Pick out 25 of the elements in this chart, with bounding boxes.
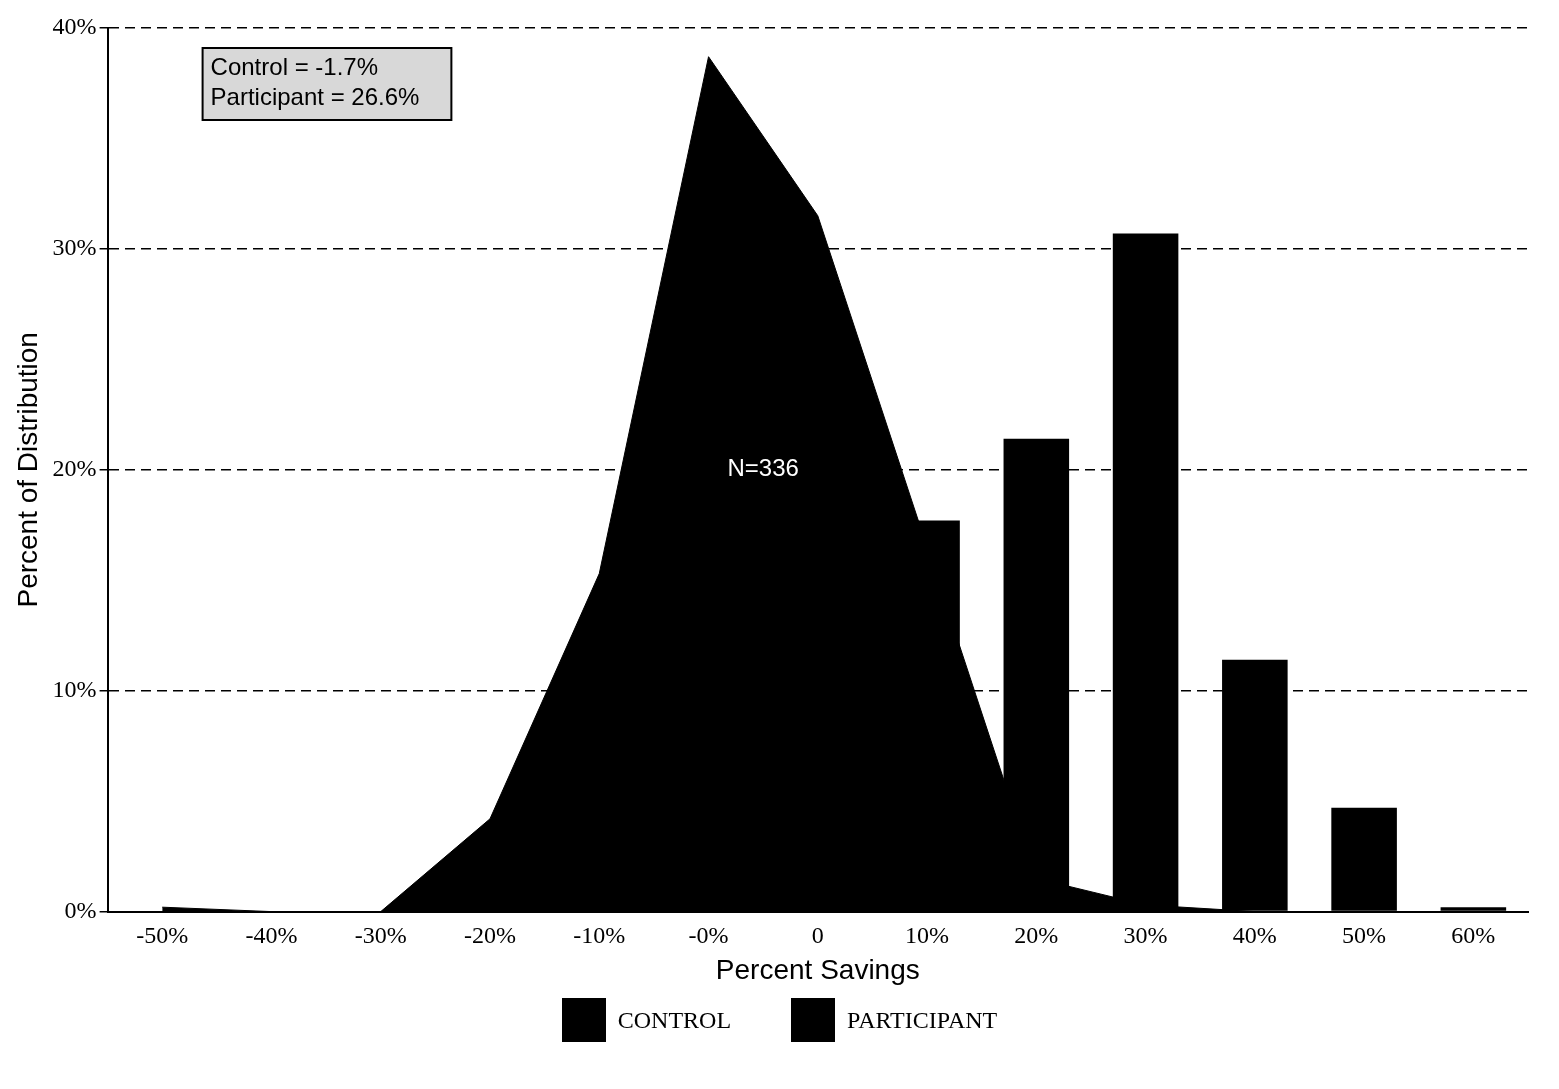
x-tick-label: 40% <box>1232 922 1277 949</box>
annotation: Participant = 26.6% <box>210 82 420 110</box>
x-tick-label: 60% <box>1451 922 1496 949</box>
x-tick-label: -40% <box>245 922 298 949</box>
legend-label: PARTICIPANT <box>847 1006 998 1034</box>
x-tick-label: 20% <box>1014 922 1059 949</box>
x-tick-label: 50% <box>1342 922 1387 949</box>
y-tick-label: 20% <box>52 455 97 482</box>
x-tick-label: 10% <box>905 922 950 949</box>
x-tick-label: 30% <box>1123 922 1168 949</box>
legend-label: CONTROL <box>617 1006 732 1034</box>
annotation: N=336 <box>727 454 799 482</box>
y-tick-label: 30% <box>52 234 97 261</box>
x-tick-label: -50% <box>136 922 189 949</box>
x-tick-label: -0% <box>688 922 729 949</box>
y-tick-label: 0% <box>64 896 97 923</box>
x-axis-title: Percent Savings <box>715 953 920 985</box>
x-tick-label: -20% <box>464 922 517 949</box>
y-axis-title: Percent of Distribution <box>11 332 43 608</box>
y-tick-label: 40% <box>52 13 97 40</box>
x-tick-label: -30% <box>354 922 407 949</box>
x-tick-label: -10% <box>573 922 626 949</box>
annotation: Control = -1.7% <box>210 52 379 80</box>
x-tick-label: 0 <box>811 922 824 949</box>
y-tick-label: 10% <box>52 676 97 702</box>
